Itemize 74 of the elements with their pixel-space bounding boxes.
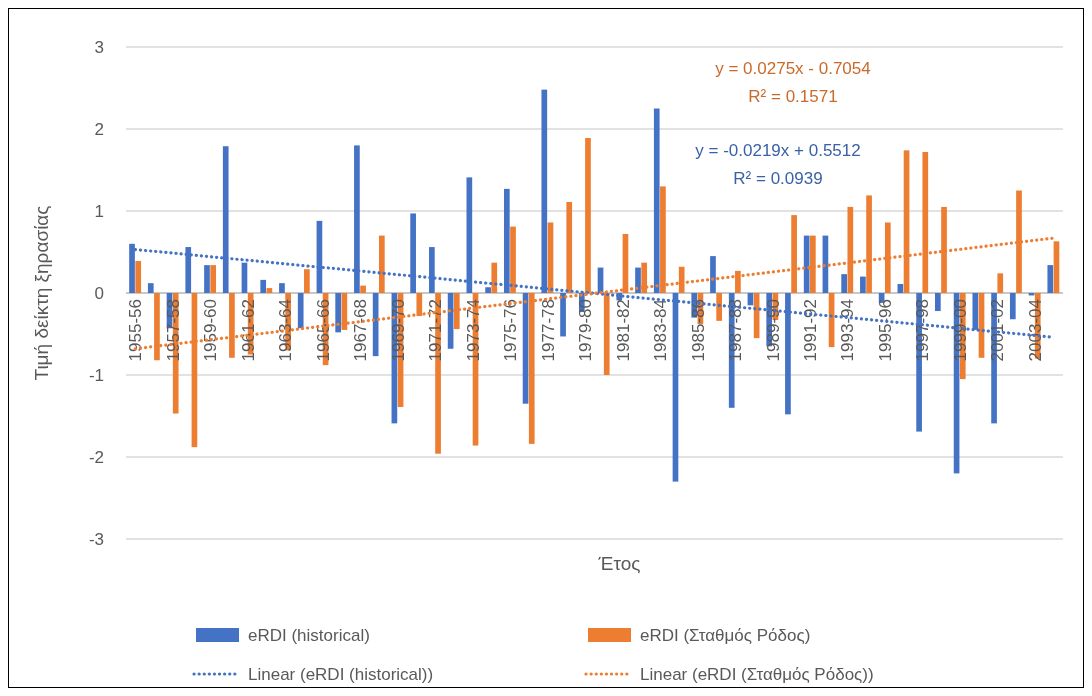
bar <box>378 235 385 293</box>
bar <box>678 266 685 293</box>
annotation: R² = 0.1571 <box>748 87 838 106</box>
bar <box>635 267 641 293</box>
x-tick-label: 1979-80 <box>576 299 596 362</box>
x-tick-label: 1989-90 <box>763 299 783 362</box>
x-tick-label: 1969-70 <box>388 299 408 362</box>
bar <box>735 270 741 293</box>
bar <box>841 274 847 293</box>
x-tick-label: 1995-96 <box>875 299 895 362</box>
x-axis-title: Έτος <box>597 553 641 574</box>
bar <box>803 235 810 293</box>
bar <box>304 269 310 293</box>
bar <box>860 276 866 293</box>
x-tick-label: 1955-56 <box>126 299 146 362</box>
bar <box>710 256 716 293</box>
bar <box>485 287 491 293</box>
x-tick-label: 2003-04 <box>1025 299 1045 362</box>
bar <box>453 293 460 330</box>
bar <box>716 293 722 321</box>
bar <box>204 265 210 293</box>
bar <box>416 293 423 316</box>
x-tick-label: 1977-78 <box>538 299 558 362</box>
bar <box>279 283 285 293</box>
legend-label: eRDI (historical) <box>248 625 370 645</box>
x-tick-label: 1987-88 <box>726 299 746 362</box>
x-tick-label: 1957-58 <box>163 299 183 362</box>
x-tick-label: 1983-84 <box>651 299 671 362</box>
x-tick-label: 1961-62 <box>238 299 258 362</box>
y-tick-label: 3 <box>94 37 104 57</box>
x-tick-label: 1971-72 <box>426 299 446 362</box>
bar <box>260 279 267 293</box>
x-tick-label: 1981-82 <box>613 299 633 362</box>
bar <box>135 261 142 293</box>
x-tick-label: 1965-66 <box>313 299 333 362</box>
bar <box>491 262 498 293</box>
y-tick-label: 0 <box>94 283 104 303</box>
annotation: y = 0.0275x - 0.7054 <box>715 59 871 78</box>
legend-label: Linear (eRDI (historical)) <box>248 664 434 684</box>
bar <box>335 293 342 333</box>
x-tick-label: 1985-86 <box>688 299 708 362</box>
bar <box>360 285 366 293</box>
bar <box>653 108 660 293</box>
bar <box>935 293 941 312</box>
y-tick-label: -3 <box>88 529 104 549</box>
y-tick-label: -1 <box>88 365 104 385</box>
x-tick-label: 1991-92 <box>801 299 821 362</box>
x-tick-label: 1973-74 <box>463 299 483 362</box>
x-tick-label: 1999-00 <box>950 299 970 362</box>
annotation: R² = 0.0939 <box>733 169 823 188</box>
x-tick-label: 1959-60 <box>201 299 221 362</box>
bar <box>972 293 979 330</box>
y-tick-label: 1 <box>94 201 104 221</box>
bar <box>641 262 648 293</box>
legend-label: eRDI (Σταθμός Ρόδος) <box>640 625 811 645</box>
bar <box>510 226 516 293</box>
bar <box>210 265 217 293</box>
y-axis-title: Τιμή δείκτη ξηρασίας <box>31 205 52 381</box>
x-tick-label: 1975-76 <box>501 299 521 362</box>
bar <box>1009 293 1016 320</box>
x-tick-label: 1967-68 <box>351 299 371 362</box>
bar <box>1047 265 1054 293</box>
bar <box>147 283 154 293</box>
y-tick-label: 2 <box>94 119 104 139</box>
x-tick-label: 1993-94 <box>838 299 858 362</box>
y-tick-label: -2 <box>88 447 104 467</box>
x-tick-label: 1963-64 <box>276 299 296 362</box>
bar <box>997 273 1004 293</box>
x-tick-label: 2001-02 <box>988 299 1008 362</box>
legend-label: Linear (eRDI (Σταθμός Ρόδος)) <box>640 664 874 684</box>
x-tick-label: 1997-98 <box>913 299 933 362</box>
bar <box>297 293 304 329</box>
bar <box>566 201 573 293</box>
annotation: y = -0.0219x + 0.5512 <box>695 141 861 160</box>
